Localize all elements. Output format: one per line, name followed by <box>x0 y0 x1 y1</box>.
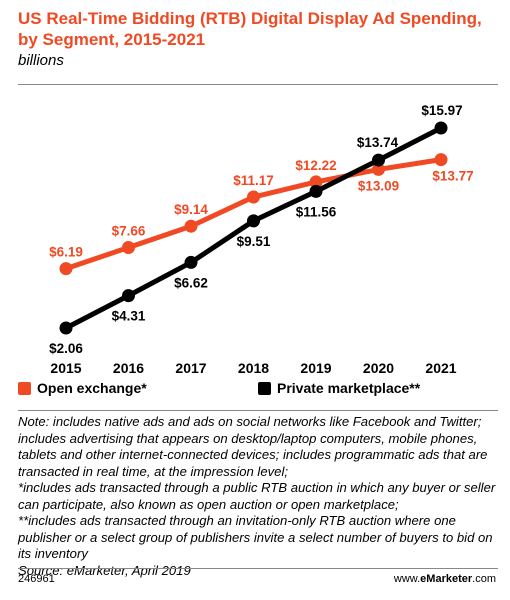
mid-divider <box>18 410 498 411</box>
x-tick-label-2018: 2018 <box>238 360 269 376</box>
legend-label-private-marketplace: Private marketplace** <box>277 380 421 396</box>
chart-title: US Real-Time Bidding (RTB) Digital Displ… <box>18 9 482 49</box>
site-prefix: www. <box>393 573 421 585</box>
site-brand: eMarketer <box>420 573 473 585</box>
data-label-s1-2017: $6.62 <box>174 275 208 290</box>
site-link[interactable]: www.eMarketer.com <box>394 573 496 585</box>
legend-label-open-exchange: Open exchange* <box>37 380 147 396</box>
x-tick-label-2015: 2015 <box>50 360 81 376</box>
source-text: Source: eMarketer, April 2019 <box>18 562 191 578</box>
data-label-s0-2019: $12.22 <box>295 158 336 173</box>
chart-id: 246961 <box>18 573 55 585</box>
data-label-s1-2019: $11.56 <box>296 204 337 219</box>
x-tick-label-2020: 2020 <box>363 360 394 376</box>
data-point-s0-2021 <box>434 153 448 167</box>
data-label-s0-2020: $13.09 <box>358 178 399 193</box>
data-label-s0-2017: $9.14 <box>174 202 208 217</box>
chart-subtitle: billions <box>18 52 64 69</box>
series-layer <box>59 121 448 335</box>
legend-item-open-exchange: Open exchange* <box>18 380 147 396</box>
data-label-s0-2018: $11.17 <box>233 173 274 188</box>
data-point-s0-2019 <box>309 175 323 189</box>
data-point-s0-2018 <box>247 190 260 204</box>
data-label-s1-2020: $13.74 <box>357 135 399 150</box>
line-chart: $6.19 $7.66 $9.14 $11.17 $12.22 $13.09 $13.77 $… <box>49 103 474 376</box>
chart-notes: Note: includes native ads and ads on soc… <box>18 414 498 579</box>
legend-swatch-private-marketplace <box>258 381 271 395</box>
x-tick-label-2017: 2017 <box>175 360 206 376</box>
legend-swatch-open-exchange <box>18 381 31 395</box>
data-point-s1-2021 <box>434 121 448 135</box>
site-suffix: .com <box>472 573 496 585</box>
data-point-s1-2015 <box>59 321 73 335</box>
data-point-s1-2018 <box>247 214 260 228</box>
legend-item-private-marketplace: Private marketplace** <box>258 380 420 396</box>
note-footnote-2: **includes ads transacted through an inv… <box>18 513 493 561</box>
data-label-s0-2021: $13.77 <box>432 169 473 184</box>
data-label-s1-2015: $2.06 <box>49 341 83 356</box>
x-axis: 2015 2016 2017 2018 2019 2020 2021 <box>50 360 456 376</box>
data-label-s1-2016: $4.31 <box>112 309 146 324</box>
data-point-s0-2015 <box>59 262 73 276</box>
data-point-s0-2017 <box>184 219 198 233</box>
bottom-divider <box>18 568 498 569</box>
note-text: Note: includes native ads and ads on soc… <box>18 414 488 479</box>
x-tick-label-2019: 2019 <box>300 360 331 376</box>
data-label-s0-2016: $7.66 <box>112 223 146 238</box>
data-point-s1-2020 <box>372 153 385 167</box>
x-tick-label-2021: 2021 <box>425 360 456 376</box>
data-label-s1-2021: $15.97 <box>421 103 462 118</box>
data-point-s0-2020 <box>372 162 385 176</box>
data-point-s0-2016 <box>122 240 135 254</box>
note-footnote-1: *includes ads transacted through a publi… <box>18 480 496 512</box>
data-label-s1-2018: $9.51 <box>237 234 271 249</box>
x-tick-label-2016: 2016 <box>113 360 144 376</box>
data-point-s1-2019 <box>309 184 323 198</box>
data-point-s1-2017 <box>184 255 198 269</box>
top-divider <box>18 84 498 85</box>
label-layer: $6.19 $7.66 $9.14 $11.17 $12.22 $13.09 $13.77 $… <box>49 103 474 356</box>
data-label-s0-2015: $6.19 <box>49 245 83 260</box>
data-point-s1-2016 <box>122 289 135 303</box>
